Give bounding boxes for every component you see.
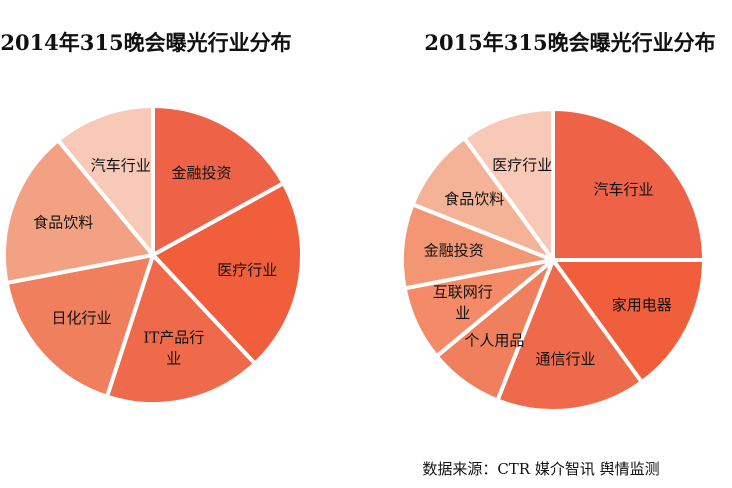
slice-label: 金融投资 <box>424 242 484 260</box>
slice-label: 个人用品 <box>464 332 524 350</box>
pie-slice <box>461 106 555 267</box>
pie-slice <box>104 251 258 406</box>
slice-label: 食品饮料 <box>33 214 93 232</box>
pie-slice <box>149 180 304 367</box>
slice-label: 汽车行业 <box>593 181 653 199</box>
slice-label: IT产品行业 <box>143 329 204 368</box>
pie-slice <box>494 255 645 413</box>
chart-title-2015: 2015年315晚会曝光行业分布 <box>424 30 715 55</box>
pie-slice <box>551 106 707 262</box>
slice-label: 互联网行业 <box>433 283 493 322</box>
pie-slice <box>4 252 156 400</box>
slice-label: 食品饮料 <box>444 190 504 208</box>
pie-slice <box>151 103 287 259</box>
slice-label: 通信行业 <box>535 350 595 368</box>
slice-label: 汽车行业 <box>91 156 151 174</box>
pie-slice <box>55 103 155 261</box>
slice-label: 金融投资 <box>171 164 231 182</box>
slice-label: 医疗行业 <box>492 156 552 174</box>
slice-label: 医疗行业 <box>217 261 277 279</box>
slice-label: 家用电器 <box>612 296 672 314</box>
pie-slice <box>2 137 157 286</box>
pie-slice <box>549 258 707 385</box>
slice-label: 日化行业 <box>51 309 111 327</box>
chart-title-2014: 2014年315晚会曝光行业分布 <box>0 30 291 55</box>
source-note: 数据来源：CTR 媒介智讯 舆情监测 <box>422 460 659 478</box>
